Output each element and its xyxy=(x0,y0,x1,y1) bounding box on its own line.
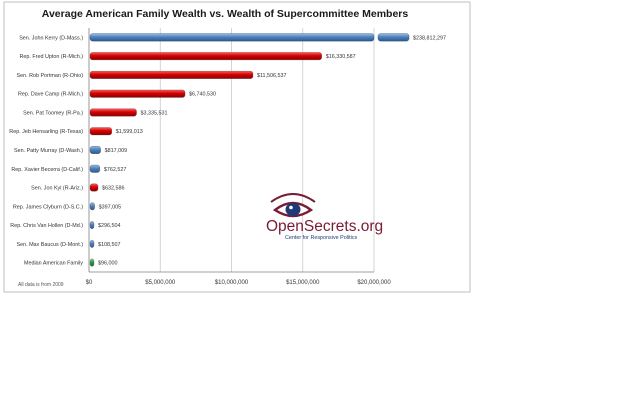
category-label: Rep. Chris Van Hollen (D-Md.) xyxy=(10,223,83,229)
data-label: $238,812,297 xyxy=(413,35,446,41)
axes xyxy=(88,28,374,273)
data-label: $1,599,013 xyxy=(116,129,143,135)
x-tick-label: $10,000,000 xyxy=(215,280,249,286)
data-label: $6,740,530 xyxy=(189,92,216,98)
bar xyxy=(89,33,375,42)
gridlines xyxy=(159,28,375,272)
chart-frame xyxy=(3,1,471,293)
data-label: $96,000 xyxy=(98,261,118,267)
data-label: $762,527 xyxy=(104,167,126,173)
bar xyxy=(89,71,254,79)
category-label: Sen. Pat Toomey (R-Pa.) xyxy=(23,110,83,116)
category-label: Rep. Jeb Hensarling (R-Texas) xyxy=(9,129,83,135)
bar xyxy=(89,52,322,61)
logo-wordmark: OpenSecrets.org xyxy=(266,218,383,235)
category-label: Sen. Patty Murray (D-Wash.) xyxy=(14,148,83,154)
category-label: Median American Family xyxy=(24,261,83,267)
category-label: Sen. John Kerry (D-Mass.) xyxy=(19,35,83,41)
bar xyxy=(89,146,101,154)
data-label: $397,005 xyxy=(99,204,121,210)
bar xyxy=(89,183,99,192)
category-label: Rep. Fred Upton (R-Mich.) xyxy=(19,54,83,60)
bar xyxy=(89,89,186,98)
chart-footnote: All data is from 2009 xyxy=(18,282,64,288)
category-label: Sen. Jon Kyl (R-Ariz.) xyxy=(31,186,83,192)
bar xyxy=(89,221,95,229)
category-label: Sen. Rob Portman (R-Ohio) xyxy=(16,73,83,79)
bar xyxy=(89,258,95,267)
x-tick-label: $5,000,000 xyxy=(145,280,176,286)
x-tick-label: $20,000,000 xyxy=(357,280,391,286)
bar xyxy=(89,202,95,211)
data-label: $817,009 xyxy=(105,148,127,154)
category-label: Rep. James Clyburn (D-S.C.) xyxy=(13,204,83,210)
chart-title: Average American Family Wealth vs. Wealt… xyxy=(42,8,409,20)
data-label: $632,586 xyxy=(102,186,124,192)
category-labels: Sen. John Kerry (D-Mass.) Rep. Fred Upton… xyxy=(9,35,83,266)
category-label: Sen. Max Baucus (D-Mont.) xyxy=(16,242,83,248)
category-label: Rep. Xavier Becerra (D-Calif.) xyxy=(11,167,83,173)
x-tick-label: $0 xyxy=(86,280,93,286)
data-label: $16,330,587 xyxy=(326,54,356,60)
bars xyxy=(89,33,410,267)
bar-overflow-segment xyxy=(377,33,410,42)
x-tick-labels: $0 $5,000,000 $10,000,000 $15,000,000 $20,00… xyxy=(86,280,392,286)
x-tick-label: $15,000,000 xyxy=(286,280,320,286)
data-label: $108,507 xyxy=(98,242,120,248)
opensecrets-logo: OpenSecrets.org Center for Responsive Po… xyxy=(266,193,383,241)
bar xyxy=(89,108,137,117)
eye-icon xyxy=(270,193,316,218)
bar xyxy=(89,239,95,248)
category-label: Rep. Dave Camp (R-Mich.) xyxy=(18,92,83,98)
logo-tagline: Center for Responsive Politics xyxy=(285,235,358,241)
data-label: $11,506,537 xyxy=(257,73,287,79)
bar xyxy=(89,127,112,136)
bar xyxy=(89,164,101,173)
data-label: $296,504 xyxy=(98,223,120,229)
data-labels: $238,812,297 $16,330,587 $11,506,537 $6,740… xyxy=(98,35,446,266)
data-label: $3,335,531 xyxy=(141,110,168,116)
